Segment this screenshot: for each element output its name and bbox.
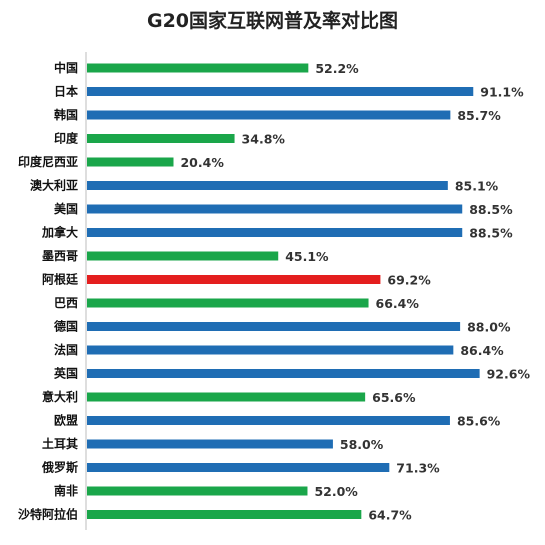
bar xyxy=(87,134,235,143)
bar xyxy=(87,63,309,73)
bar xyxy=(87,157,174,167)
category-label: 意大利 xyxy=(42,389,78,404)
category-label: 俄罗斯 xyxy=(41,460,78,475)
category-label: 沙特阿拉伯 xyxy=(18,507,78,522)
bar xyxy=(87,275,381,284)
bar xyxy=(87,228,463,237)
value-label: 45.1% xyxy=(285,249,329,264)
category-label: 土耳其 xyxy=(42,436,78,451)
value-label: 58.0% xyxy=(340,437,384,452)
bar xyxy=(87,204,463,214)
value-label: 91.1% xyxy=(480,85,524,100)
bar xyxy=(87,87,474,96)
value-label: 65.6% xyxy=(372,390,416,405)
value-label: 88.5% xyxy=(469,202,513,217)
bar xyxy=(87,110,451,120)
bar xyxy=(87,251,279,261)
value-label: 52.0% xyxy=(314,484,358,499)
value-label: 64.7% xyxy=(368,508,412,523)
category-label: 欧盟 xyxy=(54,413,78,428)
category-label: 加拿大 xyxy=(41,225,78,240)
bar xyxy=(87,181,448,190)
category-label: 巴西 xyxy=(54,296,78,310)
value-label: 85.1% xyxy=(455,179,499,194)
value-label: 69.2% xyxy=(387,273,431,288)
category-label: 日本 xyxy=(54,84,78,99)
bar xyxy=(87,392,366,402)
value-label: 92.6% xyxy=(487,367,531,382)
bar xyxy=(87,345,454,355)
category-label: 南非 xyxy=(54,483,78,498)
value-label: 88.0% xyxy=(467,320,511,335)
value-label: 88.5% xyxy=(469,226,513,241)
bar xyxy=(87,439,333,449)
bar xyxy=(87,298,369,308)
bar xyxy=(87,510,362,519)
value-label: 85.6% xyxy=(457,414,501,429)
category-label: 墨西哥 xyxy=(42,249,78,263)
category-label: 印度 xyxy=(54,131,79,146)
bar xyxy=(87,486,308,496)
chart-title: G20国家互联网普及率对比图 xyxy=(146,10,399,32)
value-label: 86.4% xyxy=(460,343,504,358)
value-label: 71.3% xyxy=(396,461,440,476)
value-label: 34.8% xyxy=(242,132,286,147)
category-label: 法国 xyxy=(54,342,78,357)
category-label: 印度尼西亚 xyxy=(18,154,78,169)
bar xyxy=(87,416,450,425)
bar xyxy=(87,463,390,472)
category-label: 德国 xyxy=(54,319,78,334)
category-label: 英国 xyxy=(54,366,78,381)
value-label: 20.4% xyxy=(180,155,224,170)
bar xyxy=(87,369,480,378)
value-label: 85.7% xyxy=(457,108,501,123)
category-label: 阿根廷 xyxy=(42,272,79,287)
category-label: 美国 xyxy=(54,201,78,216)
value-label: 52.2% xyxy=(315,61,359,76)
category-label: 中国 xyxy=(54,60,78,75)
value-label: 66.4% xyxy=(376,296,420,311)
category-label: 韩国 xyxy=(54,107,78,122)
category-label: 澳大利亚 xyxy=(30,178,78,193)
bar xyxy=(87,322,461,331)
